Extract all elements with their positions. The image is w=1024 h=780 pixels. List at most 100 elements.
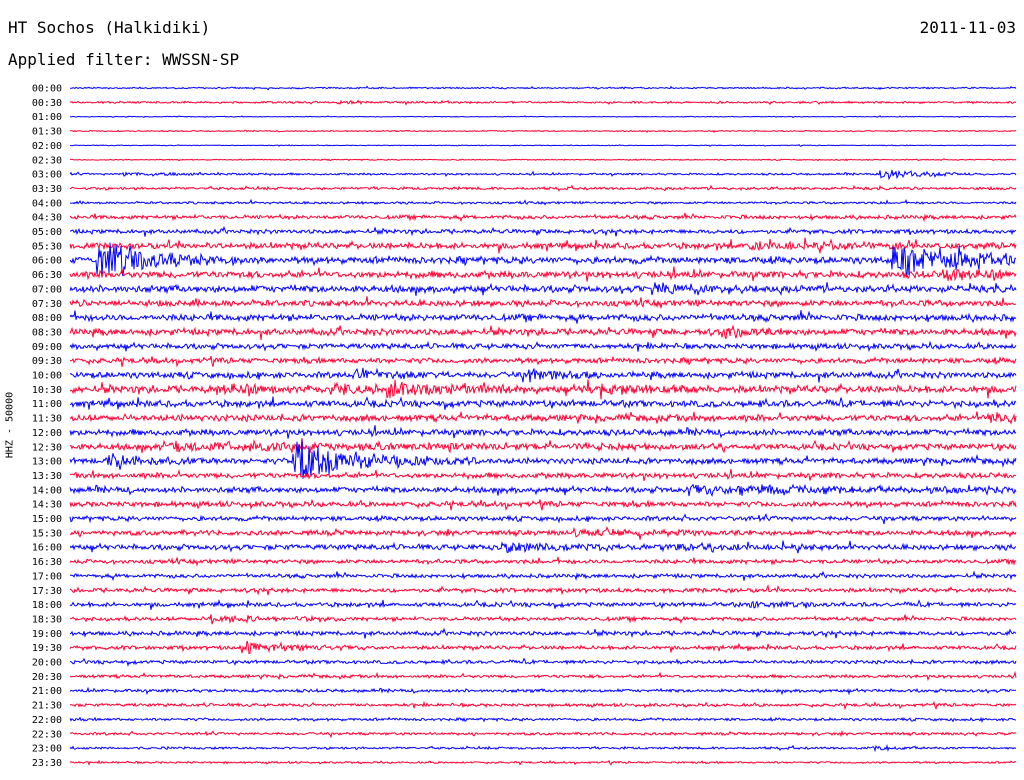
trace-line [69, 85, 1017, 91]
time-tick-label: 00:00 [32, 84, 62, 95]
time-tick-label: 08:30 [32, 327, 62, 338]
trace-line [69, 169, 1017, 181]
trace-line [69, 439, 1017, 479]
time-tick-label: 01:00 [32, 112, 62, 123]
time-tick-label: 03:00 [32, 170, 62, 181]
time-tick-label: 06:00 [32, 256, 62, 267]
trace-line [69, 99, 1017, 106]
trace-line [69, 115, 1017, 119]
time-tick-label: 21:00 [32, 686, 62, 697]
trace-line [69, 540, 1017, 554]
time-tick-label: 23:30 [32, 758, 62, 769]
trace-line [69, 438, 1017, 454]
time-tick-label: 22:00 [32, 715, 62, 726]
time-tick-label: 03:30 [32, 184, 62, 195]
time-tick-label: 14:00 [32, 485, 62, 496]
time-tick-label: 18:00 [32, 600, 62, 611]
trace-line [69, 242, 1017, 278]
trace-line [69, 266, 1017, 282]
time-tick-label: 17:00 [32, 571, 62, 582]
trace-line [69, 379, 1017, 400]
time-tick-label: 04:30 [32, 213, 62, 224]
time-tick-label: 16:00 [32, 543, 62, 554]
trace-line [69, 396, 1017, 410]
trace-line [69, 512, 1017, 525]
time-tick-label: 15:00 [32, 514, 62, 525]
trace-line [69, 570, 1017, 582]
trace-line [69, 614, 1017, 625]
trace-line [69, 469, 1017, 482]
trace-line [69, 425, 1017, 439]
time-tick-label: 14:30 [32, 500, 62, 511]
trace-line [69, 556, 1017, 567]
trace-line [70, 657, 1017, 667]
trace-line [69, 627, 1017, 639]
station-title: HT Sochos (Halkidiki) [8, 18, 211, 37]
time-tick-label: 07:00 [32, 284, 62, 295]
time-tick-label: 05:30 [32, 241, 62, 252]
time-tick-label: 22:30 [32, 729, 62, 740]
trace-line [69, 411, 1017, 425]
time-tick-label: 02:00 [32, 141, 62, 152]
time-tick-label: 20:30 [32, 672, 62, 683]
time-tick-label: 21:30 [32, 701, 62, 712]
time-tick-label: 17:30 [32, 586, 62, 597]
trace-line [69, 310, 1017, 324]
filter-label: Applied filter: WWSSN-SP [8, 50, 240, 69]
trace-line [69, 144, 1017, 147]
time-tick-label: 00:30 [32, 98, 62, 109]
time-tick-label: 19:00 [32, 629, 62, 640]
time-tick-label: 06:30 [32, 270, 62, 281]
trace-line [69, 716, 1017, 724]
trace-line [69, 324, 1017, 341]
time-tick-label: 10:30 [32, 385, 62, 396]
time-tick-label: 10:00 [32, 371, 62, 382]
time-tick-label: 20:00 [32, 658, 62, 669]
date-label: 2011-11-03 [919, 18, 1016, 37]
time-tick-label: 12:30 [32, 442, 62, 453]
time-tick-label: 12:00 [32, 428, 62, 439]
trace-line [69, 158, 1016, 162]
time-tick-label: 07:30 [32, 299, 62, 310]
time-tick-label: 09:00 [32, 342, 62, 353]
trace-line [69, 483, 1017, 497]
trace-line [69, 198, 1017, 206]
time-tick-label: 13:00 [32, 457, 62, 468]
time-tick-label: 15:30 [32, 528, 62, 539]
trace-line [69, 296, 1017, 309]
trace-line [69, 237, 1017, 254]
trace-line [69, 367, 1017, 383]
time-tick-label: 11:30 [32, 414, 62, 425]
trace-line [69, 670, 1017, 682]
time-tick-label: 08:00 [32, 313, 62, 324]
trace-line [69, 525, 1017, 540]
trace-line [69, 700, 1017, 711]
trace-line [69, 584, 1017, 596]
trace-line [69, 282, 1017, 296]
time-tick-label: 19:30 [32, 643, 62, 654]
trace-line [69, 498, 1017, 512]
trace-line [69, 640, 1017, 655]
trace-line [69, 340, 1017, 353]
trace-line [69, 686, 1017, 696]
trace-line [69, 599, 1017, 610]
trace-line [69, 743, 1017, 753]
time-tick-label: 04:00 [32, 198, 62, 209]
time-tick-label: 02:30 [32, 155, 62, 166]
trace-line [69, 729, 1017, 739]
time-tick-label: 01:30 [32, 127, 62, 138]
time-tick-label: 09:30 [32, 356, 62, 367]
time-tick-label: 18:30 [32, 614, 62, 625]
trace-line [69, 759, 1017, 766]
trace-line [69, 212, 1017, 223]
time-tick-label: 05:00 [32, 227, 62, 238]
trace-line [69, 184, 1017, 192]
time-tick-label: 11:00 [32, 399, 62, 410]
trace-line [69, 225, 1017, 237]
trace-line [69, 129, 1017, 133]
time-tick-label: 13:30 [32, 471, 62, 482]
time-tick-label: 23:00 [32, 744, 62, 755]
time-tick-label: 16:30 [32, 557, 62, 568]
